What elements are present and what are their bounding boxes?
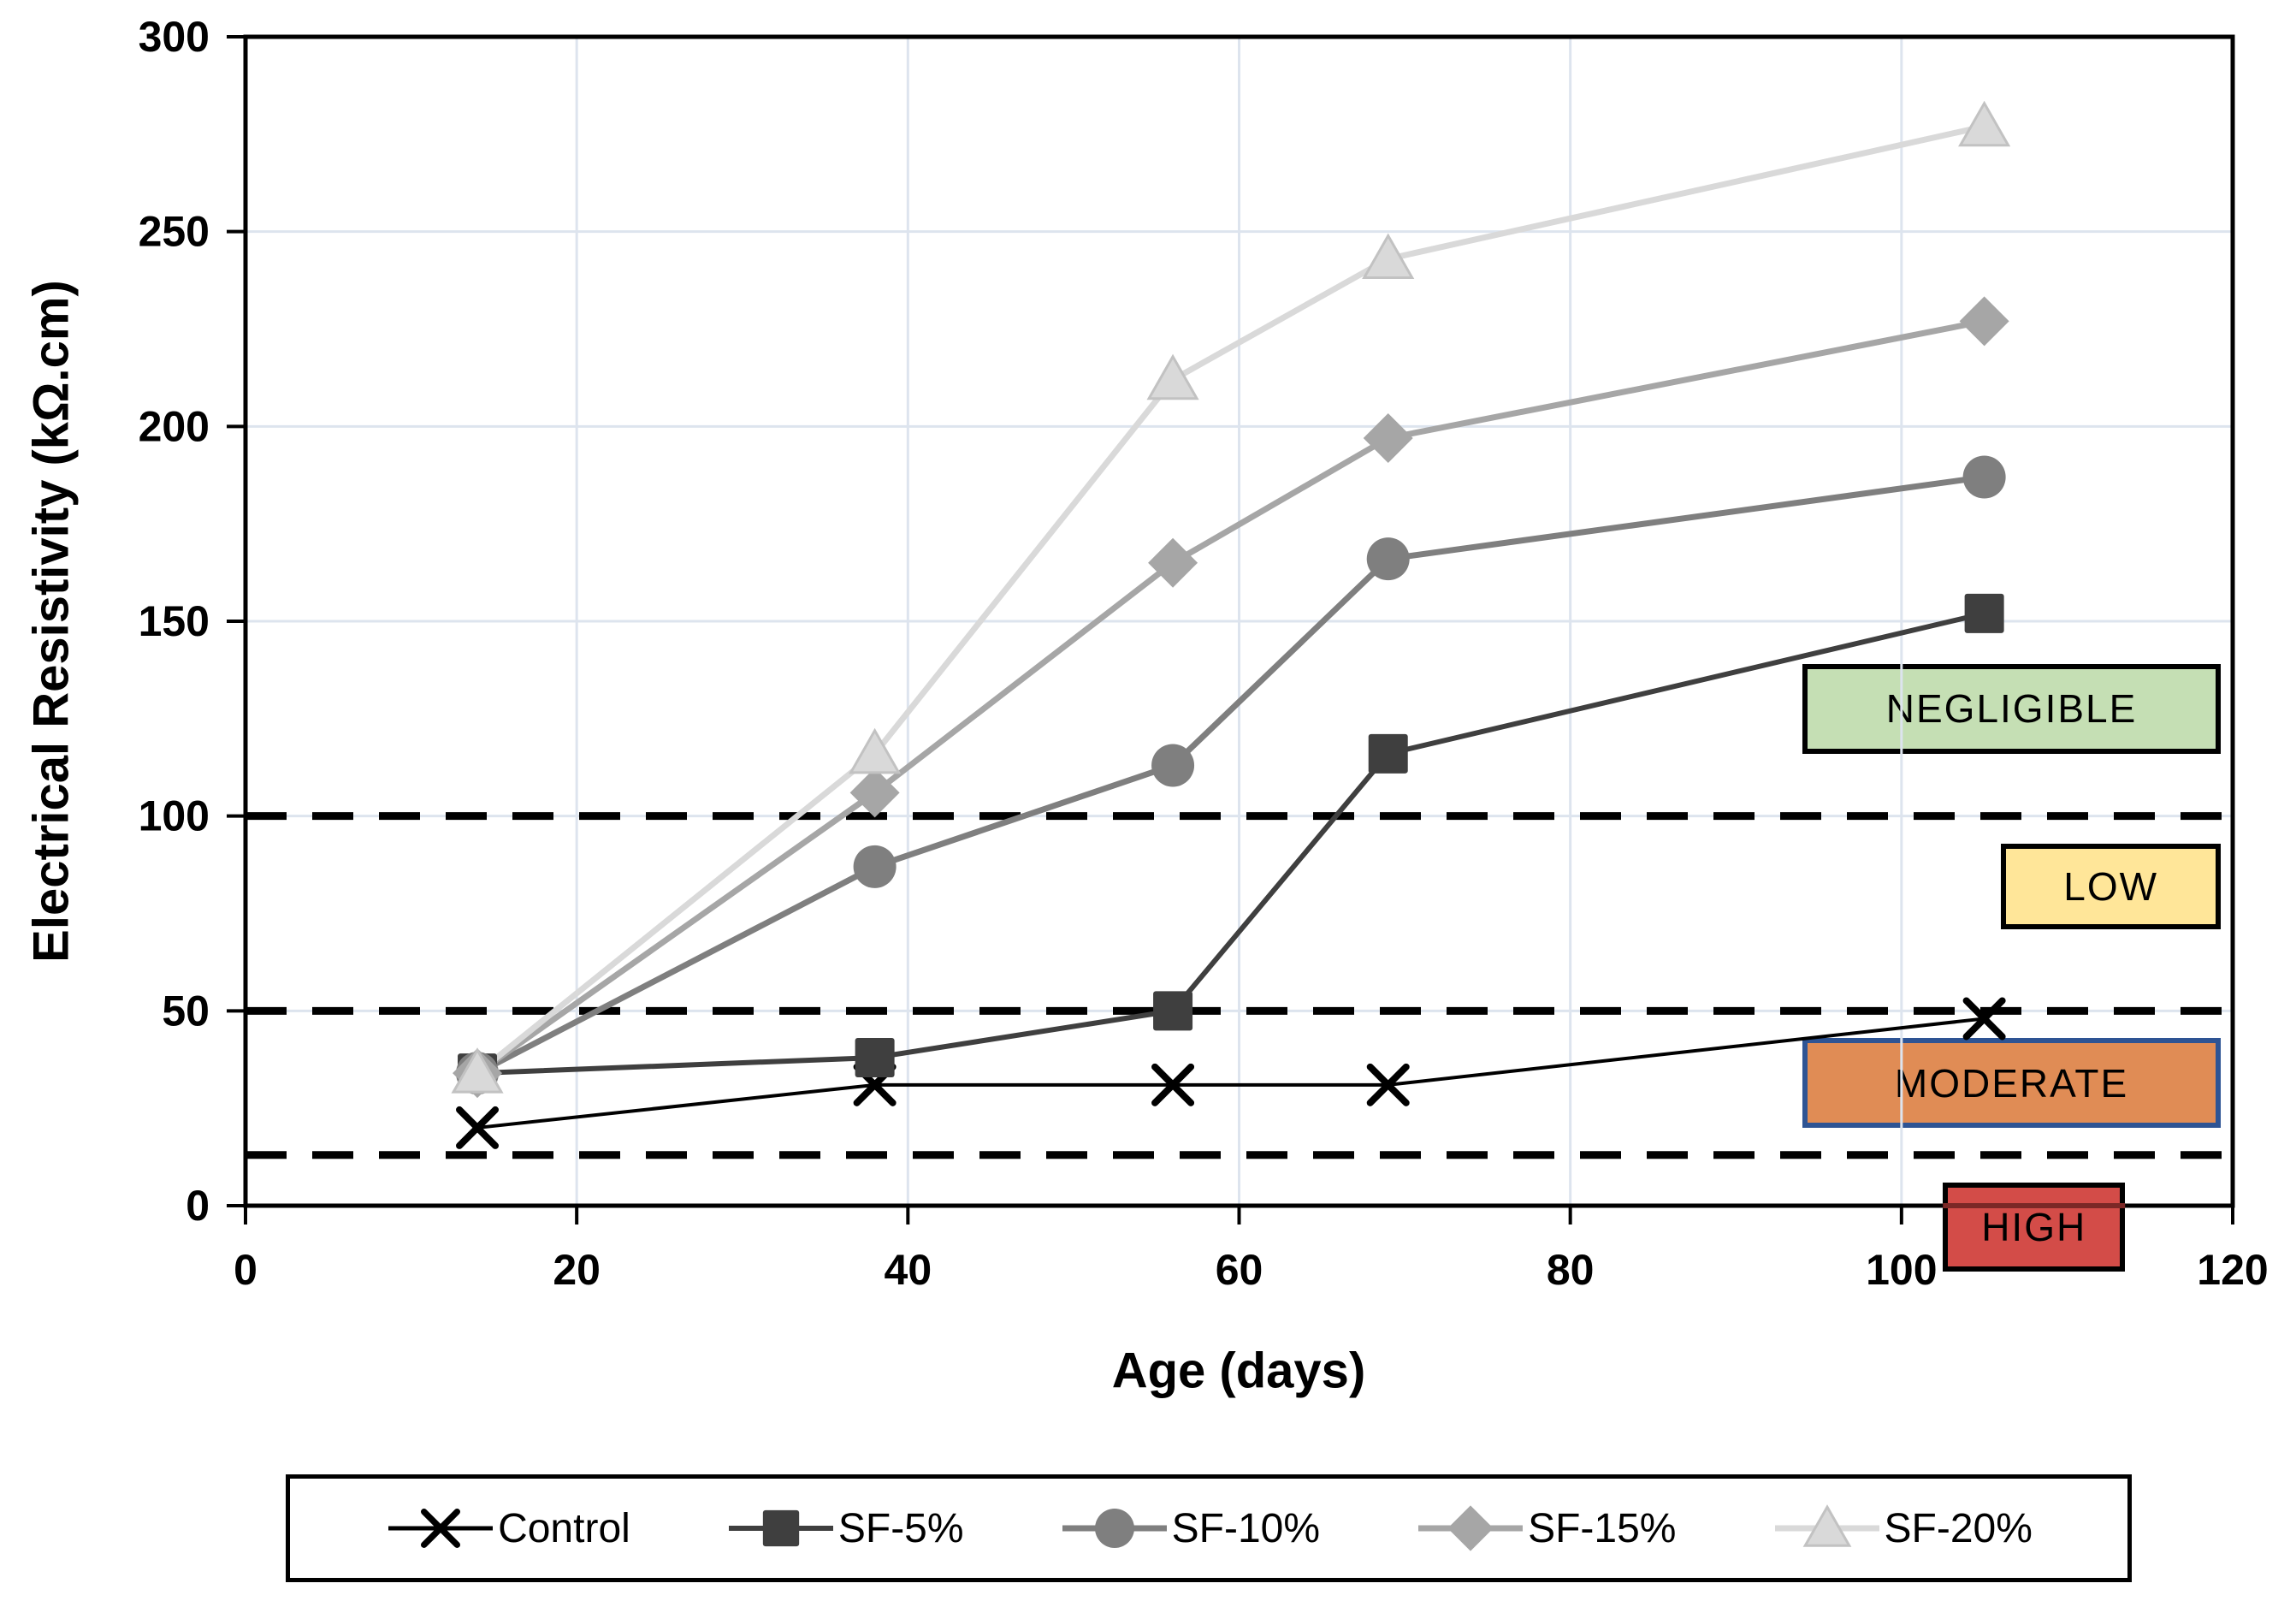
legend-entry-sf-20%: SF-20% xyxy=(1772,1501,2033,1556)
risk-zone-low: LOW xyxy=(2000,843,2222,929)
plot-border xyxy=(243,34,2235,1208)
x-tick-label: 40 xyxy=(885,1246,932,1294)
circle-marker xyxy=(456,1052,500,1095)
y-tick-label: 150 xyxy=(139,597,210,645)
square-marker xyxy=(458,1053,498,1094)
legend-label: SF-5% xyxy=(837,1505,964,1551)
square-marker xyxy=(762,1509,800,1547)
square-marker xyxy=(1153,991,1193,1031)
series-line-sf-5% xyxy=(475,610,1987,1076)
x-tick-label: 20 xyxy=(553,1246,601,1294)
legend-label: SF-20% xyxy=(1884,1505,2033,1551)
series-line-sf-20% xyxy=(474,123,1988,1076)
risk-zone-label: NEGLIGIBLE xyxy=(1885,686,2138,732)
y-tick-label: 100 xyxy=(139,792,210,840)
diamond-marker xyxy=(453,1048,503,1099)
diamond-marker xyxy=(1363,412,1413,463)
risk-zone-label: LOW xyxy=(2063,863,2159,909)
legend-label: SF-15% xyxy=(1528,1505,1677,1551)
legend-label: Control xyxy=(498,1505,630,1551)
diamond-marker xyxy=(849,768,900,818)
y-tick-label: 0 xyxy=(186,1182,210,1230)
triangle-marker xyxy=(1146,353,1199,400)
circle-marker xyxy=(1151,744,1195,787)
series-line-sf-15% xyxy=(474,317,1988,1076)
triangle-marker xyxy=(1958,100,2011,147)
legend-label: SF-10% xyxy=(1171,1505,1321,1551)
legend-entry-sf-15%: SF-15% xyxy=(1415,1501,1676,1556)
y-axis-title: Electrical Resistivity (kΩ.cm) xyxy=(23,280,80,963)
x-tick-label: 60 xyxy=(1216,1246,1263,1294)
x-marker xyxy=(1366,1063,1410,1106)
legend: Control SF-5% SF-10% SF-15% SF-20% xyxy=(286,1474,2132,1582)
risk-zone-label: MODERATE xyxy=(1894,1060,2129,1106)
x-tick-label: 120 xyxy=(2197,1246,2268,1294)
diamond-marker xyxy=(1148,537,1198,588)
circle-marker xyxy=(1094,1509,1134,1548)
circle-marker xyxy=(1366,537,1410,581)
diamond-legend-icon xyxy=(1418,1505,1524,1551)
triangle-marker xyxy=(1802,1504,1851,1547)
y-tick-label: 50 xyxy=(162,987,210,1035)
circle-marker xyxy=(853,845,897,888)
x-tick-label: 100 xyxy=(1866,1246,1937,1294)
legend-entry-sf-10%: SF-10% xyxy=(1059,1501,1320,1556)
x-marker xyxy=(421,1509,461,1548)
legend-entry-control: Control xyxy=(385,1501,630,1556)
y-tick-label: 300 xyxy=(139,13,210,61)
y-tick-label: 250 xyxy=(139,208,210,256)
risk-zone-label: HIGH xyxy=(1981,1205,2087,1250)
risk-zone-high: HIGH xyxy=(1943,1182,2126,1272)
series-line-sf-10% xyxy=(474,474,1988,1076)
risk-zone-negligible: NEGLIGIBLE xyxy=(1802,664,2222,754)
y-tick-label: 200 xyxy=(139,402,210,450)
triangle-legend-icon xyxy=(1774,1504,1879,1547)
diamond-marker xyxy=(1959,296,2009,347)
circle-legend-icon xyxy=(1062,1509,1167,1548)
x-marker xyxy=(456,1106,500,1149)
square-marker xyxy=(1964,593,2004,633)
risk-zone-moderate: MODERATE xyxy=(1802,1038,2222,1128)
square-legend-icon xyxy=(728,1509,833,1547)
triangle-marker xyxy=(451,1047,504,1094)
triangle-marker xyxy=(849,727,902,774)
x-tick-label: 0 xyxy=(234,1246,257,1294)
x-tick-label: 80 xyxy=(1547,1246,1595,1294)
square-marker xyxy=(1368,733,1408,774)
square-marker xyxy=(855,1037,895,1077)
x-legend-icon xyxy=(388,1509,494,1548)
triangle-marker xyxy=(1362,233,1415,280)
x-axis-title: Age (days) xyxy=(1111,1343,1366,1399)
x-marker xyxy=(853,1063,897,1106)
diamond-marker xyxy=(1447,1505,1494,1551)
series-line-control xyxy=(476,1017,1986,1130)
x-marker xyxy=(1151,1063,1195,1106)
legend-entry-sf-5%: SF-5% xyxy=(725,1501,964,1556)
circle-marker xyxy=(1962,455,2006,499)
x-marker xyxy=(1962,997,2006,1041)
